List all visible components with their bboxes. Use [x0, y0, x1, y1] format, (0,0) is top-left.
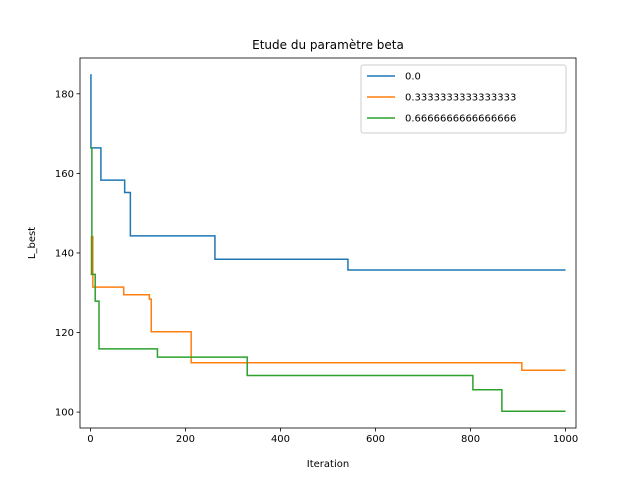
x-tick-label: 600	[366, 434, 385, 445]
y-tick-label: 120	[55, 328, 74, 339]
legend: 0.0 0.3333333333333333 0.6666666666666666	[360, 64, 567, 134]
y-tick-label: 140	[55, 248, 74, 259]
x-tick-label: 1000	[553, 434, 578, 445]
plot-area	[90, 73, 566, 413]
legend-label: 0.6666666666666666	[405, 114, 516, 125]
y-tick-label: 180	[55, 89, 74, 100]
x-tick-label: 800	[461, 434, 480, 445]
y-axis-label: L_best	[27, 227, 38, 259]
series-line-3	[90, 147, 566, 413]
x-axis-label: Iteration	[307, 459, 349, 470]
legend-label: 0.0	[405, 72, 421, 83]
axis-ticks: 0 200 400 600 800 1000 100 120 140 160 180	[55, 89, 578, 445]
chart-title: Etude du paramètre beta	[252, 38, 404, 52]
x-tick-label: 0	[87, 434, 93, 445]
x-tick-label: 400	[271, 434, 290, 445]
axes-frame	[79, 57, 577, 429]
legend-box	[360, 64, 567, 134]
x-tick-label: 200	[176, 434, 195, 445]
legend-label: 0.3333333333333333	[405, 93, 516, 104]
y-tick-label: 160	[55, 169, 74, 180]
y-tick-label: 100	[55, 408, 74, 419]
